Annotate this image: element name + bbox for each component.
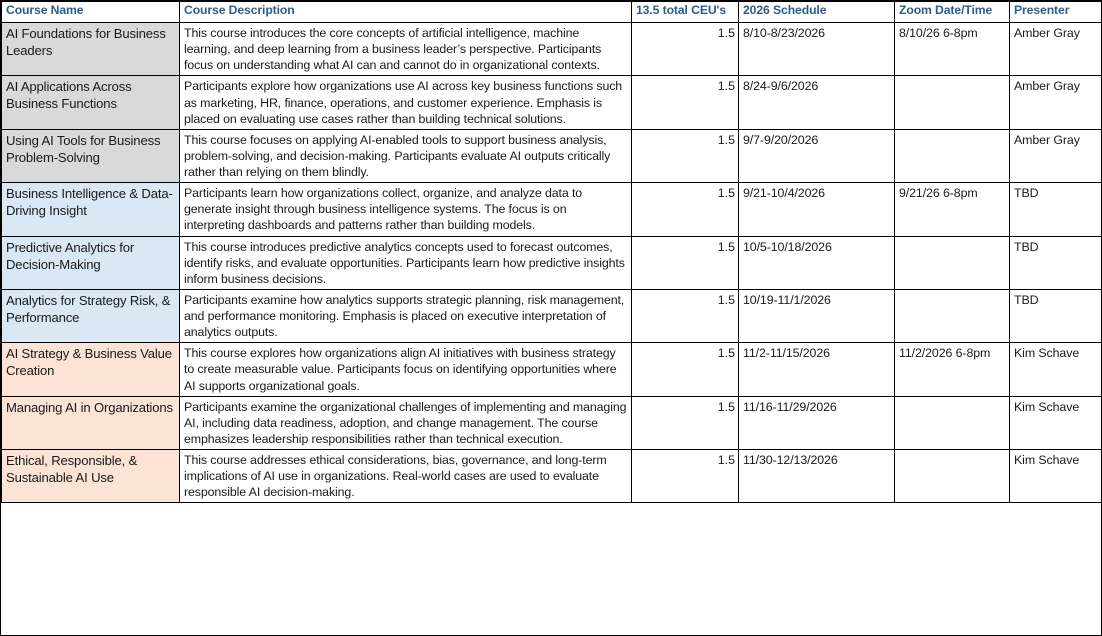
ceu-value-cell[interactable]: 1.5 [631,128,739,184]
course-name-cell[interactable]: Analytics for Strategy Risk, & Performan… [1,288,180,344]
column-header-schedule[interactable]: 2026 Schedule [738,1,895,23]
column-header-presenter[interactable]: Presenter [1009,1,1102,23]
schedule-cell[interactable]: 8/24-9/6/2026 [738,75,895,130]
table-body: AI Foundations for Business Leaders This … [1,21,1102,504]
zoom-datetime-cell[interactable]: 8/10/26 6-8pm [894,21,1010,77]
course-name-cell[interactable]: AI Strategy & Business Value Creation [1,342,180,397]
table-row: Ethical, Responsible, & Sustainable AI U… [1,448,1102,504]
table-header: Course Name Course Description 13.5 tota… [1,1,1102,23]
header-row: Course Name Course Description 13.5 tota… [1,1,1102,23]
description-cell[interactable]: This course introduces predictive analyt… [179,235,632,290]
table-row: AI Strategy & Business Value Creation Thi… [1,342,1102,397]
ceu-value-cell[interactable]: 1.5 [631,448,739,504]
zoom-datetime-cell[interactable] [894,128,1010,184]
description-cell[interactable]: Participants examine the organizational … [179,395,632,451]
ceu-value-cell[interactable]: 1.5 [631,342,739,397]
table-row: AI Foundations for Business Leaders This … [1,21,1102,77]
course-name-cell[interactable]: AI Applications Across Business Function… [1,75,180,130]
schedule-cell[interactable]: 9/7-9/20/2026 [738,128,895,184]
course-schedule-table: Course Name Course Description 13.5 tota… [1,1,1102,504]
zoom-datetime-cell[interactable]: 11/2/2026 6-8pm [894,342,1010,397]
course-name-cell[interactable]: Predictive Analytics for Decision-Making [1,235,180,290]
zoom-datetime-cell[interactable] [894,395,1010,451]
column-header-course-name[interactable]: Course Name [1,1,180,23]
schedule-cell[interactable]: 10/19-11/1/2026 [738,288,895,344]
presenter-cell[interactable]: Amber Gray [1009,21,1102,77]
ceu-value-cell[interactable]: 1.5 [631,21,739,77]
schedule-cell[interactable]: 8/10-8/23/2026 [738,21,895,77]
ceu-value-cell[interactable]: 1.5 [631,182,739,237]
presenter-cell[interactable]: TBD [1009,288,1102,344]
ceu-value-cell[interactable]: 1.5 [631,75,739,130]
course-name-cell[interactable]: Business Intelligence & Data-Driving Ins… [1,182,180,237]
ceu-value-cell[interactable]: 1.5 [631,235,739,290]
presenter-cell[interactable]: TBD [1009,182,1102,237]
table-row: Predictive Analytics for Decision-Making… [1,235,1102,290]
zoom-datetime-cell[interactable] [894,448,1010,504]
course-name-cell[interactable]: AI Foundations for Business Leaders [1,21,180,77]
course-name-cell[interactable]: Using AI Tools for Business Problem-Solv… [1,128,180,184]
description-cell[interactable]: This course focuses on applying AI-enabl… [179,128,632,184]
presenter-cell[interactable]: TBD [1009,235,1102,290]
schedule-cell[interactable]: 11/16-11/29/2026 [738,395,895,451]
description-cell[interactable]: This course explores how organizations a… [179,342,632,397]
ceu-value-cell[interactable]: 1.5 [631,395,739,451]
presenter-cell[interactable]: Kim Schave [1009,395,1102,451]
course-name-cell[interactable]: Managing AI in Organizations [1,395,180,451]
column-header-ceus[interactable]: 13.5 total CEU's [631,1,739,23]
zoom-datetime-cell[interactable]: 9/21/26 6-8pm [894,182,1010,237]
presenter-cell[interactable]: Kim Schave [1009,448,1102,504]
description-cell[interactable]: Participants examine how analytics suppo… [179,288,632,344]
schedule-cell[interactable]: 9/21-10/4/2026 [738,182,895,237]
table-row: Analytics for Strategy Risk, & Performan… [1,288,1102,344]
schedule-cell[interactable]: 11/30-12/13/2026 [738,448,895,504]
zoom-datetime-cell[interactable] [894,235,1010,290]
description-cell[interactable]: Participants explore how organizations u… [179,75,632,130]
description-cell[interactable]: This course introduces the core concepts… [179,21,632,77]
schedule-cell[interactable]: 11/2-11/15/2026 [738,342,895,397]
table-row: Using AI Tools for Business Problem-Solv… [1,128,1102,184]
schedule-cell[interactable]: 10/5-10/18/2026 [738,235,895,290]
description-cell[interactable]: This course addresses ethical considerat… [179,448,632,504]
presenter-cell[interactable]: Kim Schave [1009,342,1102,397]
presenter-cell[interactable]: Amber Gray [1009,128,1102,184]
column-header-course-description[interactable]: Course Description [179,1,632,23]
zoom-datetime-cell[interactable] [894,288,1010,344]
description-cell[interactable]: Participants learn how organizations col… [179,182,632,237]
presenter-cell[interactable]: Amber Gray [1009,75,1102,130]
zoom-datetime-cell[interactable] [894,75,1010,130]
ceu-value-cell[interactable]: 1.5 [631,288,739,344]
table-row: Managing AI in Organizations Participants… [1,395,1102,451]
column-header-zoom-date-time[interactable]: Zoom Date/Time [894,1,1010,23]
table-row: AI Applications Across Business Function… [1,75,1102,130]
course-name-cell[interactable]: Ethical, Responsible, & Sustainable AI U… [1,448,180,504]
table-row: Business Intelligence & Data-Driving Ins… [1,182,1102,237]
